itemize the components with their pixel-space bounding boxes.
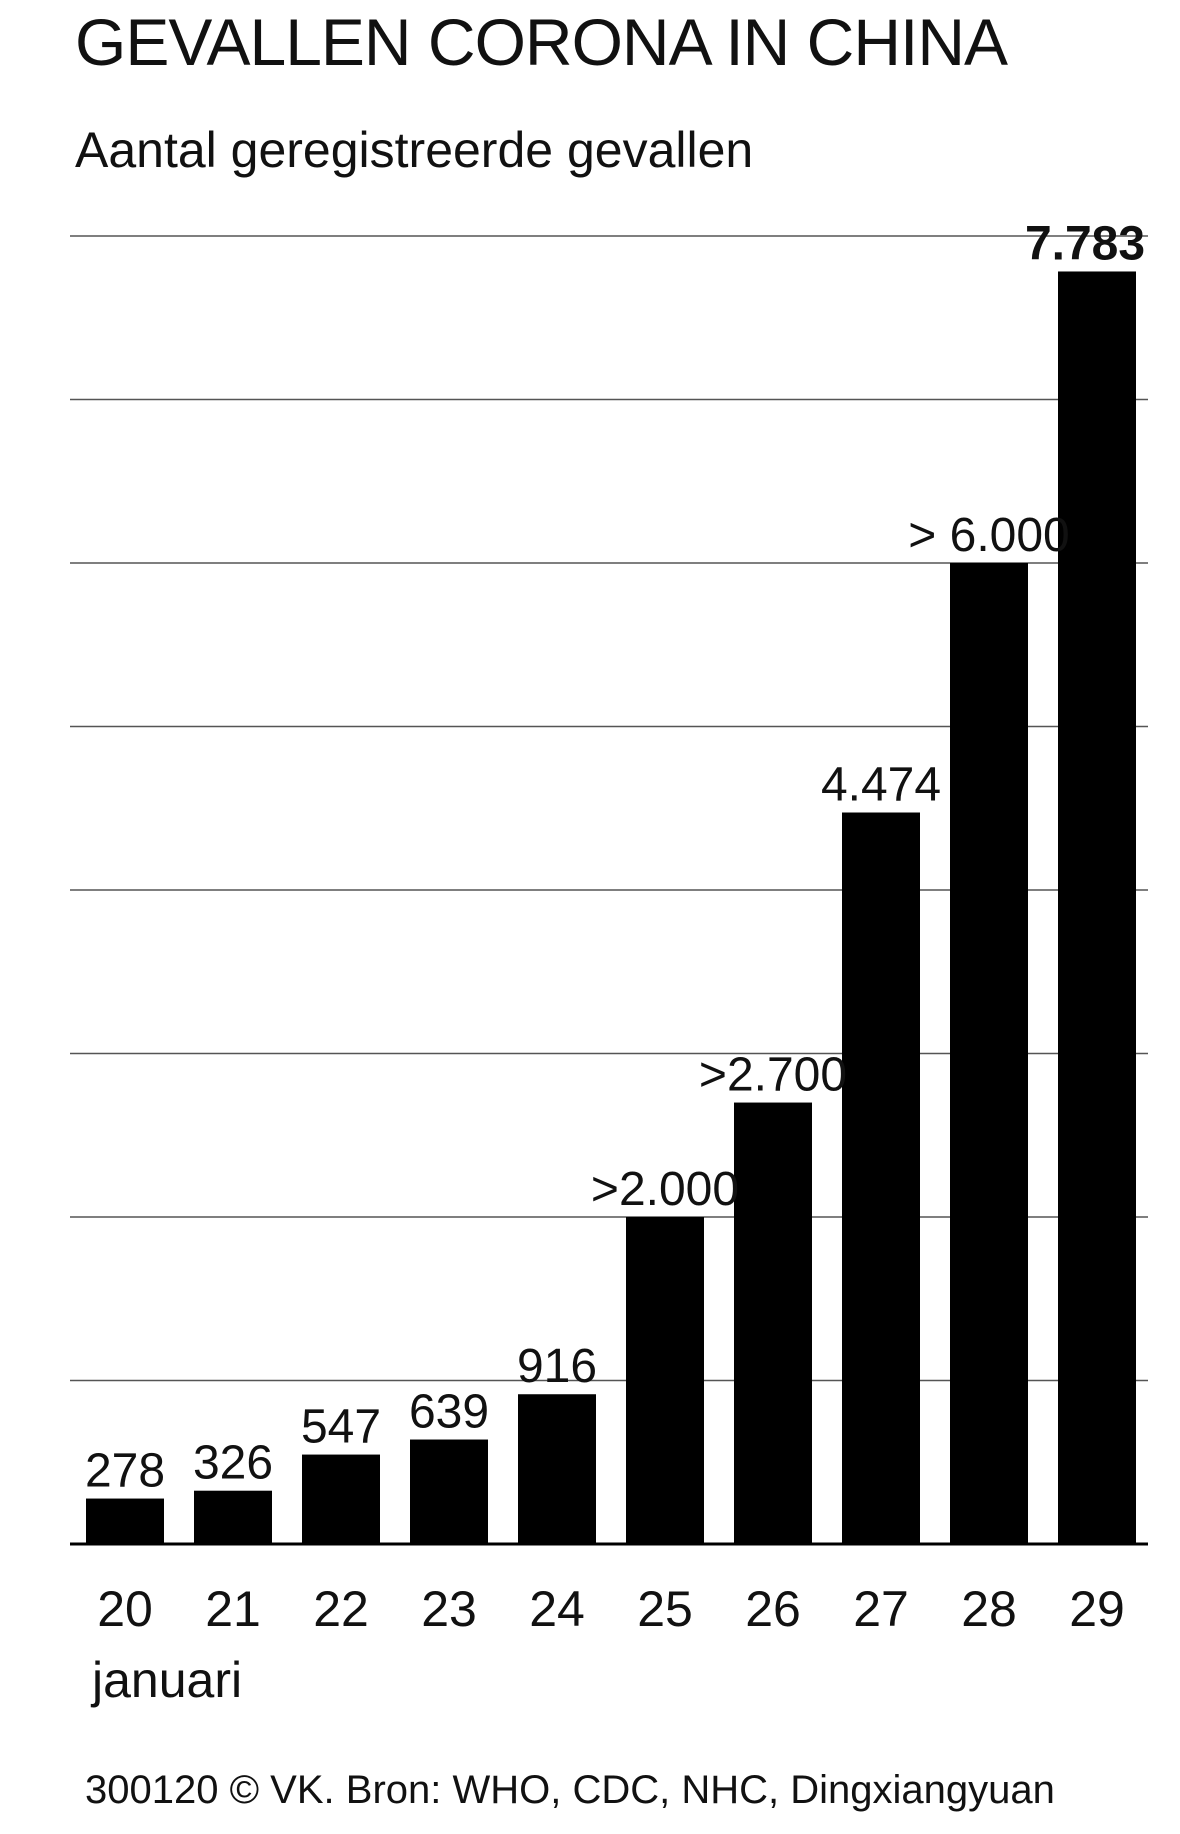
bar-22 [302, 1454, 380, 1544]
x-tick-24: 24 [529, 1581, 585, 1637]
x-tick-20: 20 [97, 1581, 153, 1637]
bar-29 [1058, 271, 1136, 1544]
chart-title: GEVALLEN CORONA IN CHINA [75, 5, 1008, 79]
bar-24 [518, 1394, 596, 1544]
bar-25 [626, 1217, 704, 1544]
bar-21 [194, 1490, 272, 1544]
bar-26 [734, 1102, 812, 1544]
x-tick-labels: 20 21 22 23 24 25 26 27 28 29 [97, 1581, 1125, 1637]
x-tick-29: 29 [1069, 1581, 1125, 1637]
data-label-26: >2.700 [699, 1049, 847, 1102]
data-label-27: 4.474 [821, 759, 941, 812]
x-axis-month-label: januari [92, 1652, 243, 1708]
x-tick-23: 23 [421, 1581, 477, 1637]
data-label-21: 326 [193, 1437, 273, 1490]
x-tick-22: 22 [313, 1581, 369, 1637]
data-label-28: > 6.000 [908, 509, 1069, 562]
bar-28 [950, 563, 1028, 1544]
data-labels: 278 326 547 639 916 >2.000 >2.700 4.474 > 6.000 7… [85, 217, 1145, 1497]
bar-23 [410, 1439, 488, 1544]
data-label-20: 278 [85, 1445, 165, 1498]
bars [86, 271, 1136, 1544]
x-tick-25: 25 [637, 1581, 693, 1637]
source-credit: 300120 © VK. Bron: WHO, CDC, NHC, Dingxi… [85, 1768, 1055, 1812]
bar-27 [842, 812, 920, 1544]
data-label-25: >2.000 [591, 1163, 739, 1216]
x-tick-26: 26 [745, 1581, 801, 1637]
x-tick-21: 21 [205, 1581, 261, 1637]
chart-subtitle: Aantal geregistreerde gevallen [75, 122, 754, 178]
bar-20 [86, 1498, 164, 1544]
data-label-24: 916 [517, 1340, 597, 1393]
data-label-22: 547 [301, 1401, 381, 1454]
x-tick-28: 28 [961, 1581, 1017, 1637]
data-label-29: 7.783 [1025, 217, 1145, 270]
x-tick-27: 27 [853, 1581, 909, 1637]
data-label-23: 639 [409, 1386, 489, 1439]
